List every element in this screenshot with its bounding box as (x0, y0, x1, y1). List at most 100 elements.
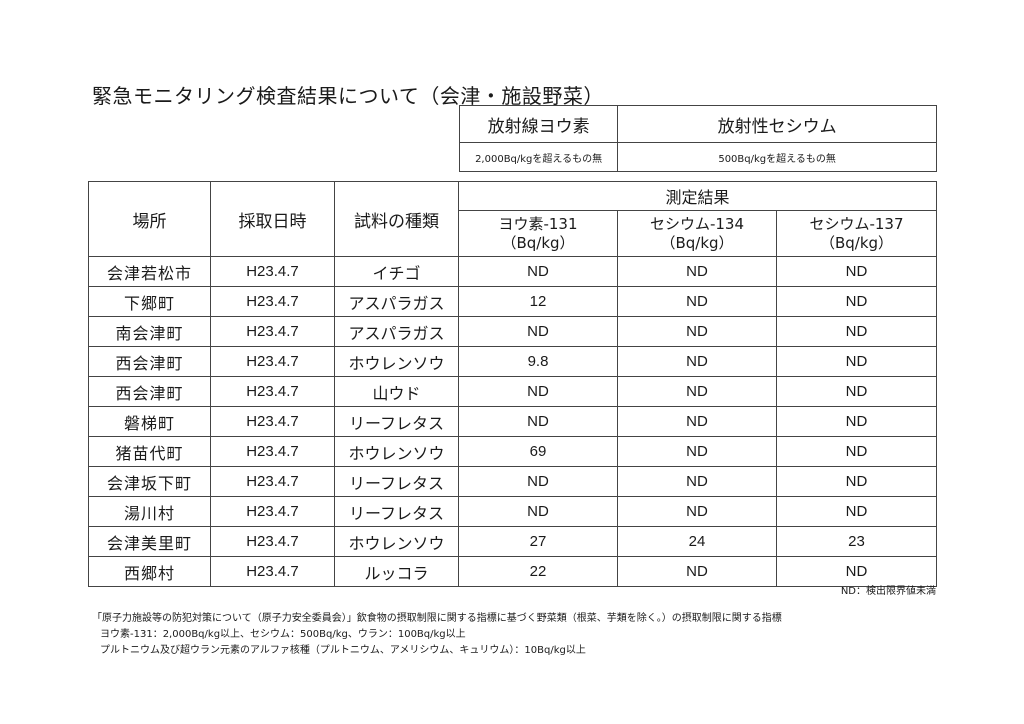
cell-date: H23.4.7 (210, 436, 335, 467)
cell-cs137: ND (776, 436, 937, 467)
cell-sample: リーフレタス (334, 496, 459, 527)
table-row: 磐梯町 H23.4.7 リーフレタス ND ND ND (88, 406, 937, 437)
cell-i131: ND (458, 496, 618, 527)
cell-date: H23.4.7 (210, 316, 335, 347)
cell-cs134: ND (617, 316, 777, 347)
header-i131: ヨウ素-131 （Bq/kg） (458, 210, 618, 257)
cell-date: H23.4.7 (210, 496, 335, 527)
header-sample: 試料の種類 (334, 181, 459, 257)
cell-cs137: ND (776, 286, 937, 317)
cell-cs137: ND (776, 496, 937, 527)
cell-cs134: ND (617, 256, 777, 287)
cell-cs137: ND (776, 376, 937, 407)
cell-date: H23.4.7 (210, 346, 335, 377)
table-row: 会津坂下町 H23.4.7 リーフレタス ND ND ND (88, 466, 937, 497)
table-row: 西会津町 H23.4.7 ホウレンソウ 9.8 ND ND (88, 346, 937, 377)
cell-sample: リーフレタス (334, 406, 459, 437)
cell-cs134: ND (617, 286, 777, 317)
cell-i131: 12 (458, 286, 618, 317)
cell-cs137: ND (776, 406, 937, 437)
limit-iodine-label: 放射線ヨウ素 (458, 105, 619, 143)
cell-place: 会津坂下町 (88, 466, 211, 497)
cell-cs137: 23 (776, 526, 937, 557)
header-date: 採取日時 (210, 181, 335, 257)
limit-iodine-value: 2,000Bq/kgを超えるもの無 (458, 142, 619, 172)
cell-i131: ND (458, 406, 618, 437)
header-i131-unit: （Bq/kg） (501, 233, 575, 252)
results-table: 場所 採取日時 試料の種類 測定結果 ヨウ素-131 （Bq/kg） セシウム-… (88, 181, 937, 587)
cell-place: 西会津町 (88, 376, 211, 407)
header-i131-name: ヨウ素-131 (498, 214, 578, 233)
cell-i131: 27 (458, 526, 618, 557)
header-cs134-unit: （Bq/kg） (660, 233, 734, 252)
table-row: 会津若松市 H23.4.7 イチゴ ND ND ND (88, 256, 937, 287)
cell-sample: イチゴ (334, 256, 459, 287)
footnote-limits-2: プルトニウム及び超ウラン元素のアルファ核種（プルトニウム、アメリシウム、キュリウ… (100, 645, 586, 656)
cell-date: H23.4.7 (210, 376, 335, 407)
table-row: 下郷町 H23.4.7 アスパラガス 12 ND ND (88, 286, 937, 317)
cell-date: H23.4.7 (210, 286, 335, 317)
cell-date: H23.4.7 (210, 556, 335, 587)
page-title: 緊急モニタリング検査結果について（会津・施設野菜） (92, 84, 604, 108)
limit-cesium-value: 500Bq/kgを超えるもの無 (617, 142, 937, 172)
cell-cs134: ND (617, 436, 777, 467)
cell-cs137: ND (776, 346, 937, 377)
cell-place: 南会津町 (88, 316, 211, 347)
cell-sample: ホウレンソウ (334, 346, 459, 377)
cell-cs134: ND (617, 556, 777, 587)
header-cs137-unit: （Bq/kg） (819, 233, 894, 252)
cell-i131: ND (458, 256, 618, 287)
cell-cs134: ND (617, 346, 777, 377)
cell-place: 猪苗代町 (88, 436, 211, 467)
header-cs137-name: セシウム-137 (809, 214, 904, 233)
cell-sample: ホウレンソウ (334, 526, 459, 557)
cell-place: 会津若松市 (88, 256, 211, 287)
table-row: 会津美里町 H23.4.7 ホウレンソウ 27 24 23 (88, 526, 937, 557)
cell-cs137: ND (776, 256, 937, 287)
limits-table: 放射線ヨウ素 放射性セシウム 2,000Bq/kgを超えるもの無 500Bq/k… (458, 105, 937, 172)
cell-date: H23.4.7 (210, 526, 335, 557)
cell-sample: ルッコラ (334, 556, 459, 587)
header-cs137: セシウム-137 （Bq/kg） (776, 210, 937, 257)
cell-place: 磐梯町 (88, 406, 211, 437)
header-cs134-name: セシウム-134 (649, 214, 745, 233)
cell-place: 西会津町 (88, 346, 211, 377)
cell-date: H23.4.7 (210, 406, 335, 437)
cell-i131: 22 (458, 556, 618, 587)
cell-place: 下郷町 (88, 286, 211, 317)
footnote-limits-1: ヨウ素-131：2,000Bq/kg以上、セシウム：500Bq/kg、ウラン：1… (100, 629, 466, 640)
cell-i131: ND (458, 376, 618, 407)
cell-sample: アスパラガス (334, 286, 459, 317)
cell-cs134: 24 (617, 526, 777, 557)
cell-place: 湯川村 (88, 496, 211, 527)
cell-cs134: ND (617, 376, 777, 407)
cell-sample: 山ウド (334, 376, 459, 407)
table-row: 湯川村 H23.4.7 リーフレタス ND ND ND (88, 496, 937, 527)
cell-i131: ND (458, 466, 618, 497)
cell-i131: 9.8 (458, 346, 618, 377)
cell-place: 会津美里町 (88, 526, 211, 557)
cell-cs134: ND (617, 496, 777, 527)
cell-cs137: ND (776, 316, 937, 347)
cell-i131: ND (458, 316, 618, 347)
table-row: 南会津町 H23.4.7 アスパラガス ND ND ND (88, 316, 937, 347)
table-row: 西郷村 H23.4.7 ルッコラ 22 ND ND (88, 556, 937, 587)
cell-cs137: ND (776, 466, 937, 497)
table-row: 猪苗代町 H23.4.7 ホウレンソウ 69 ND ND (88, 436, 937, 467)
cell-date: H23.4.7 (210, 466, 335, 497)
footnotes: 「原子力施設等の防犯対策について（原子力安全委員会）」飲食物の摂取制限に関する指… (92, 611, 782, 659)
cell-cs134: ND (617, 466, 777, 497)
cell-sample: リーフレタス (334, 466, 459, 497)
header-cs134: セシウム-134 （Bq/kg） (617, 210, 777, 257)
limit-cesium-label: 放射性セシウム (617, 105, 937, 143)
table-row: 西会津町 H23.4.7 山ウド ND ND ND (88, 376, 937, 407)
footnote-standard: 「原子力施設等の防犯対策について（原子力安全委員会）」飲食物の摂取制限に関する指… (92, 613, 782, 624)
cell-i131: 69 (458, 436, 618, 467)
cell-place: 西郷村 (88, 556, 211, 587)
cell-cs137: ND (776, 556, 937, 587)
cell-date: H23.4.7 (210, 256, 335, 287)
nd-footnote: ND：検出限界値未満 (840, 586, 936, 597)
header-results: 測定結果 (458, 181, 937, 211)
cell-cs134: ND (617, 406, 777, 437)
cell-sample: ホウレンソウ (334, 436, 459, 467)
